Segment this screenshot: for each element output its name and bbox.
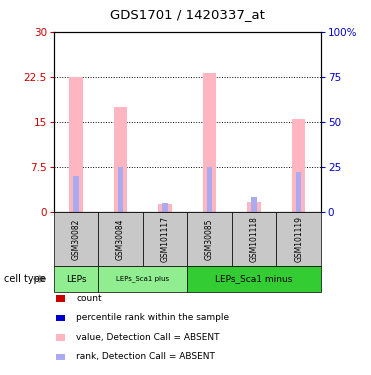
Text: GSM30082: GSM30082 — [72, 218, 81, 260]
Text: cell type: cell type — [4, 274, 46, 284]
Text: GSM101117: GSM101117 — [161, 216, 170, 262]
Bar — [296, 172, 301, 212]
Bar — [292, 119, 305, 212]
Bar — [69, 77, 83, 212]
Bar — [162, 203, 168, 212]
Text: LEPs_Sca1 plus: LEPs_Sca1 plus — [116, 276, 170, 282]
Text: value, Detection Call = ABSENT: value, Detection Call = ABSENT — [76, 333, 220, 342]
Text: GSM101118: GSM101118 — [250, 216, 259, 262]
Text: GDS1701 / 1420337_at: GDS1701 / 1420337_at — [110, 8, 265, 21]
Text: count: count — [76, 294, 102, 303]
Text: percentile rank within the sample: percentile rank within the sample — [76, 314, 229, 322]
Bar — [203, 73, 216, 212]
Text: GSM30085: GSM30085 — [205, 218, 214, 260]
Text: GSM30084: GSM30084 — [116, 218, 125, 260]
Bar — [73, 176, 79, 212]
Bar — [114, 107, 127, 212]
Text: LEPs_Sca1 minus: LEPs_Sca1 minus — [216, 274, 293, 284]
Bar — [118, 167, 123, 212]
Text: GSM101119: GSM101119 — [294, 216, 303, 262]
Bar — [207, 167, 212, 212]
Bar — [158, 204, 172, 212]
Bar — [247, 202, 261, 212]
Text: rank, Detection Call = ABSENT: rank, Detection Call = ABSENT — [76, 352, 215, 362]
Bar — [252, 198, 257, 212]
Text: LEPs: LEPs — [66, 274, 86, 284]
